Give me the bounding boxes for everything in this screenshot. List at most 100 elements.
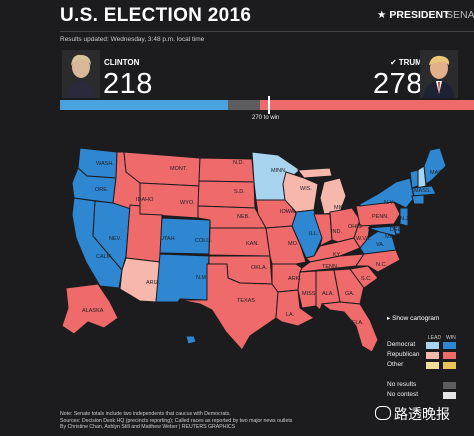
label-NC: N.C. [376,262,387,268]
tab-president[interactable]: ★ PRESIDENT [377,9,450,21]
label-LA: LA. [286,312,295,318]
label-MD: MD. [385,234,396,240]
trump-name-label: TRUMP [398,58,428,67]
state-MASS[interactable] [411,185,437,197]
label-UTAH: UTAH [160,236,175,242]
legend-no-contest-label: No contest [387,391,419,398]
state-MISS[interactable] [297,270,317,309]
trump-photo [420,50,458,98]
label-MINN: MINN. [271,168,287,174]
state-MICH-UP[interactable] [297,167,333,179]
us-results-map: WASH. ORE. CALIF. NEV. IDAHO MONT. WYO. … [61,147,448,353]
state-MAINE[interactable] [423,147,447,185]
footer-sources: Sources: Decision Desk HQ (precincts rep… [60,417,293,424]
watermark: 路透晚报 [375,404,450,424]
label-ARIZ: ARIZ. [146,280,161,286]
label-MASS: MASS. [414,188,432,194]
legend-democrat: Democrat [387,341,415,349]
swatch-rep-lead [426,352,439,359]
label-MO: MO. [288,241,299,247]
label-ILL: ILL. [309,231,319,237]
state-CONN[interactable] [411,194,425,205]
show-cartogram-toggle[interactable]: ▸ Show cartogram [387,314,439,322]
state-ND[interactable] [198,157,255,183]
state-SD[interactable] [197,180,256,209]
label-VA: VA. [376,242,385,248]
footer-notes: Note: Senate totals include two independ… [60,411,292,431]
footer-note: Note: Senate totals include two independ… [60,411,231,417]
label-WYO: WYO. [180,200,195,206]
star-icon: ★ [377,9,387,21]
tab-president-label: PRESIDENT [389,9,450,21]
electoral-bar-uncalled [228,100,260,110]
state-NH[interactable] [417,165,427,189]
wechat-icon [375,406,391,420]
label-NY: N.Y. [384,200,394,206]
watermark-text: 路透晚报 [394,406,450,422]
state-HAWAII[interactable] [185,335,197,345]
legend-republican: Republican [387,351,420,359]
state-MD[interactable] [367,225,397,237]
legend-lead-header: LEAD [428,335,442,341]
legend-win-header: WIN [446,335,456,341]
state-ALASKA[interactable] [61,283,119,335]
label-FLA: FLA. [352,320,364,326]
arrow-right-icon: ▸ [387,315,393,322]
label-PA: PENN. [372,214,389,220]
swatch-no-contest [443,392,456,399]
label-MAINE: MAINE [430,170,448,176]
label-NEV: NEV. [109,236,122,242]
label-MISS: MISS. [302,291,317,297]
state-NJ[interactable] [399,207,409,227]
tab-senate[interactable]: SENATE [446,9,474,21]
header: U.S. ELECTION 2016 ★PRESIDENT SENATE [0,0,474,34]
swatch-other-lead [426,362,439,369]
legend-no-results-label: No results [387,381,417,388]
label-ALA: ALA. [322,291,334,297]
label-WIS: WIS. [300,186,312,192]
label-ORE: ORE. [95,187,109,193]
label-OHIO: OHIO [348,224,363,230]
label-SD: S.D. [234,189,245,195]
swatch-other-win [443,362,456,369]
trump-electoral-votes: 278 [373,68,423,100]
clinton-electoral-votes: 218 [103,68,153,100]
page-title: U.S. ELECTION 2016 [60,5,252,26]
legend-other-label: Other [387,361,404,368]
label-KAN: KAN. [246,241,259,247]
label-DEL: DEL. [390,227,403,233]
label-GA: GA. [345,291,355,297]
checkmark-icon: ✔ [390,58,397,67]
updated-timestamp: Results updated: Wednesday, 3:48 p.m. lo… [60,36,205,43]
clinton-name: CLINTON [104,58,140,67]
state-SC[interactable] [349,265,379,289]
state-IND[interactable] [313,213,333,247]
legend-no-results: No results [387,381,416,389]
label-OKLA: OKLA. [251,265,268,271]
footer-credits: By Christine Chan, Ashlyn Still and Matt… [60,424,236,431]
swatch-dem-win [443,342,456,349]
label-COLO: COLO. [195,238,213,244]
label-NM: N.M. [196,275,208,281]
label-CALIF: CALIF. [96,254,113,260]
state-KAN[interactable] [208,227,271,257]
state-FLA[interactable] [320,301,379,353]
swatch-no-results [443,382,456,389]
electoral-bar-republican [260,100,474,110]
label-SC: S.C. [361,276,372,282]
legend-republican-label: Republican [387,351,420,358]
label-IDAHO: IDAHO [136,197,154,203]
state-TEXAS[interactable] [179,263,279,351]
label-NJ: N.J. [400,216,410,222]
legend-other: Other [387,361,403,369]
show-cartogram-label: Show cartogram [392,315,440,322]
electoral-bar-democrat [60,100,228,110]
swatch-rep-win [443,352,456,359]
label-WVA: W.VA. [356,236,371,242]
label-KY: KY. [333,252,342,258]
header-divider [60,31,474,32]
state-VT[interactable] [409,169,419,189]
swatch-dem-lead [426,342,439,349]
legend-no-contest: No contest [387,391,418,399]
label-TEXAS: TEXAS [237,298,255,304]
